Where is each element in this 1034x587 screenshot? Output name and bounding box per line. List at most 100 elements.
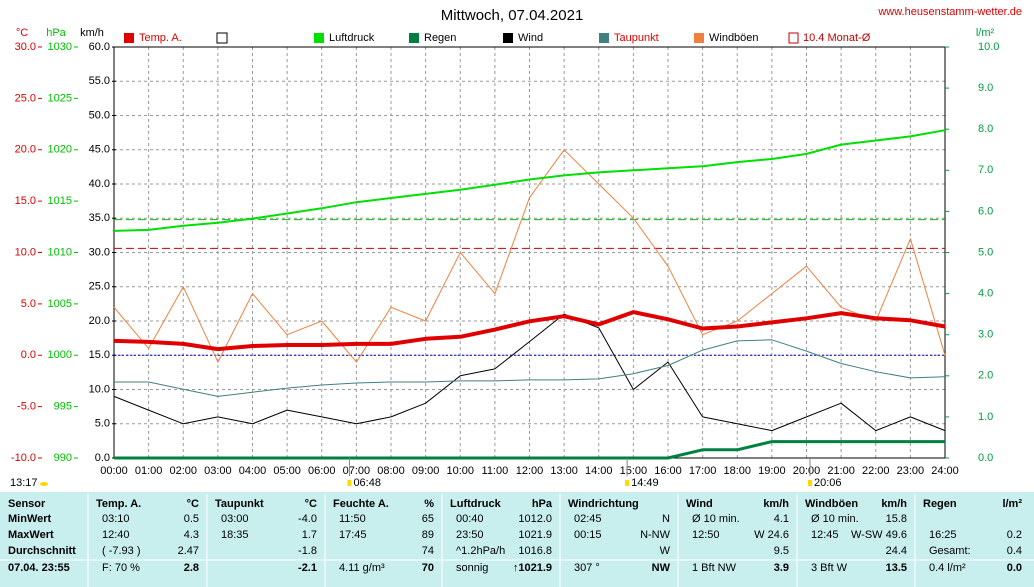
marker-label: 20:06 (814, 477, 842, 489)
group-unit: km/h (881, 498, 907, 510)
y-tick-label: 10.0 (89, 383, 110, 395)
y-tick-label: 1010 (48, 246, 72, 258)
y-tick-label: 55.0 (89, 75, 110, 87)
y-tick-label: 1020 (48, 144, 72, 156)
group-unit: °C (187, 498, 199, 510)
moon-label: 13:17 (10, 477, 38, 489)
cell-value: 1021.9 (518, 529, 552, 541)
legend-swatch (788, 32, 799, 44)
legend-swatch (503, 33, 513, 43)
cell-value: 1012.0 (518, 513, 552, 525)
cell-value: 24.4 (886, 545, 907, 557)
cell-value: 0.2 (1007, 529, 1022, 541)
y-tick-label: 2.0 (978, 370, 993, 382)
x-tick-label: 12:00 (516, 465, 544, 477)
cell-value: 3.9 (774, 562, 789, 574)
y-tick-label: 20.0 (15, 144, 36, 156)
cell-label: 12:50 (692, 529, 720, 541)
cell-label: sonnig (456, 562, 488, 574)
legend-label: Wind (518, 32, 543, 44)
legend-swatch (314, 33, 324, 43)
cell-value: 1016.8 (518, 545, 552, 557)
y-tick-label: 45.0 (89, 144, 110, 156)
y-tick-label: 1025 (48, 92, 72, 104)
y-tick-label: -5.0 (17, 401, 36, 413)
cell-value: W 24.6 (754, 529, 789, 541)
y-tick-label: 30.0 (15, 41, 36, 53)
legend-swatch (124, 33, 134, 43)
cell-label: 1 Bft NW (692, 562, 737, 574)
legend-label: Luftdruck (329, 32, 375, 44)
cell-value: 70 (422, 562, 434, 574)
marker-sun (625, 480, 630, 486)
y-tick-label: 0.0 (95, 452, 110, 464)
legend-label: Temp. A. (139, 32, 182, 44)
cell-label: 23:50 (456, 529, 484, 541)
x-tick-label: 15:00 (620, 465, 648, 477)
group-header: Taupunkt (215, 498, 264, 510)
y-tick-label: 4.0 (978, 288, 993, 300)
y-tick-label: 3.0 (978, 329, 993, 341)
legend-label: Windböen (709, 32, 759, 44)
legend-label: 10.4 Monat-Ø (803, 32, 871, 44)
y-tick-label: 8.0 (978, 123, 993, 135)
row-label: Sensor (8, 498, 46, 510)
group-unit: % (424, 498, 434, 510)
marker-label: 06:48 (353, 477, 381, 489)
cell-label: F: 70 % (102, 562, 140, 574)
y-tick-label: -10.0 (11, 452, 36, 464)
x-tick-label: 21:00 (827, 465, 855, 477)
cell-label: 00:40 (456, 513, 484, 525)
y-tick-label: 9.0 (978, 82, 993, 94)
cell-label: 3 Bft W (811, 562, 848, 574)
x-tick-label: 19:00 (758, 465, 786, 477)
y-tick-label: 10.0 (15, 246, 36, 258)
series-line (113, 310, 946, 352)
cell-label: 0.4 l/m² (929, 562, 966, 574)
x-tick-label: 14:00 (585, 465, 613, 477)
cell-value: 2.8 (184, 562, 199, 574)
cell-value: 74 (422, 545, 434, 557)
group-unit: °C (305, 498, 317, 510)
row-label: MinWert (8, 513, 52, 525)
cell-label: 16:25 (929, 529, 957, 541)
cell-value: N (662, 513, 670, 525)
x-tick-label: 23:00 (897, 465, 925, 477)
y-tick-label: 5.0 (21, 298, 36, 310)
axis-title: l/m² (976, 27, 995, 39)
cell-value: 89 (422, 529, 434, 541)
y-tick-label: 990 (54, 452, 72, 464)
x-tick-label: 10:00 (446, 465, 474, 477)
legend-swatch (409, 33, 419, 43)
y-tick-label: 10.0 (978, 41, 999, 53)
x-tick-label: 04:00 (239, 465, 267, 477)
cell-value: N-NW (640, 529, 671, 541)
axis-title: km/h (80, 27, 104, 39)
group-unit: hPa (532, 498, 553, 510)
cell-label: Ø 10 min. (692, 513, 740, 525)
y-tick-label: 15.0 (89, 349, 110, 361)
y-tick-label: 25.0 (15, 92, 36, 104)
series-line (114, 339, 946, 397)
marker-sun (347, 480, 352, 486)
y-tick-label: 6.0 (978, 205, 993, 217)
marker-sun (807, 480, 812, 486)
group-header: Windrichtung (568, 498, 639, 510)
cell-value: 0.0 (1007, 562, 1022, 574)
row-label: MaxWert (8, 529, 54, 541)
y-tick-label: 50.0 (89, 109, 110, 121)
group-unit: l/m² (1002, 498, 1022, 510)
y-tick-label: 995 (54, 401, 72, 413)
group-header: Luftdruck (450, 498, 502, 510)
cell-value: ↑1021.9 (513, 562, 552, 574)
group-header: Windböen (805, 498, 858, 510)
x-tick-label: 05:00 (273, 465, 301, 477)
y-tick-label: 1030 (48, 41, 72, 53)
group-header: Temp. A. (96, 498, 141, 510)
cell-value: 15.8 (886, 513, 907, 525)
chart-title: Mittwoch, 07.04.2021 (441, 7, 584, 24)
y-tick-label: 0.0 (978, 452, 993, 464)
legend-swatch (694, 33, 704, 43)
cell-label: ( -7.93 ) (102, 545, 141, 557)
